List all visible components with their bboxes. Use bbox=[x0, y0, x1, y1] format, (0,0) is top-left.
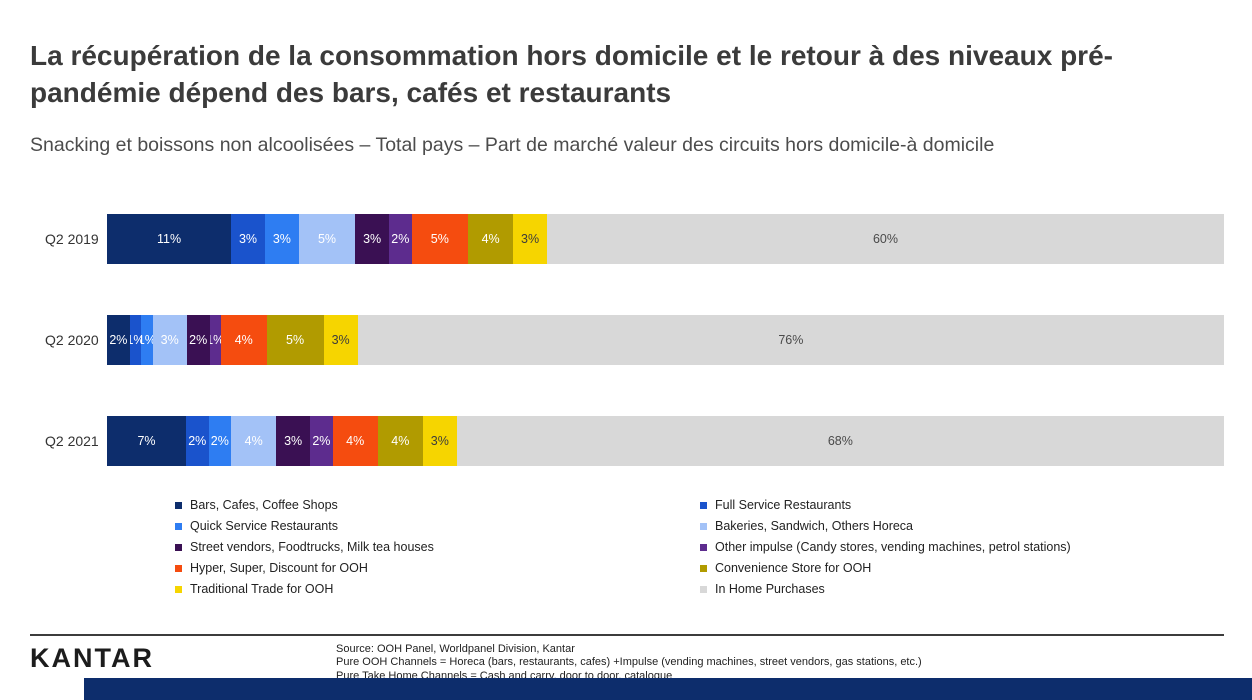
legend-label: Bakeries, Sandwich, Others Horeca bbox=[715, 519, 914, 534]
bar-segment: 3% bbox=[513, 213, 548, 264]
bar-segment: 5% bbox=[411, 213, 469, 264]
bar-segment: 68% bbox=[456, 415, 1224, 466]
bar-segment: 4% bbox=[377, 415, 423, 466]
source-line: Pure OOH Channels = Horeca (bars, restau… bbox=[336, 656, 922, 669]
legend-label: Traditional Trade for OOH bbox=[190, 582, 334, 597]
bar-segment: 60% bbox=[547, 213, 1224, 264]
bar-segment: 7% bbox=[107, 415, 186, 466]
legend-label: Street vendors, Foodtrucks, Milk tea hou… bbox=[190, 540, 434, 555]
legend-item: Street vendors, Foodtrucks, Milk tea hou… bbox=[175, 537, 700, 558]
bar-segment: 3% bbox=[355, 213, 390, 264]
legend-swatch bbox=[175, 501, 182, 509]
bar-segment: 3% bbox=[152, 314, 187, 365]
bar-segment: 76% bbox=[357, 314, 1224, 365]
source-notes: Source: OOH Panel, Worldpanel Division, … bbox=[336, 643, 922, 684]
stacked-bar: 7% 2% 2% 4% 3% 2% 4% 4% 3% 68% bbox=[107, 415, 1224, 466]
footer: KANTAR Source: OOH Panel, Worldpanel Div… bbox=[30, 643, 1224, 684]
legend-label: Other impulse (Candy stores, vending mac… bbox=[715, 540, 1071, 555]
legend-item: Other impulse (Candy stores, vending mac… bbox=[700, 537, 1224, 558]
legend-label: Quick Service Restaurants bbox=[190, 519, 338, 534]
legend-item: Bakeries, Sandwich, Others Horeca bbox=[700, 516, 1224, 537]
footer-divider bbox=[30, 633, 1224, 636]
page-subtitle: Snacking et boissons non alcoolisées – T… bbox=[30, 133, 995, 156]
bar-segment: 3% bbox=[276, 415, 311, 466]
legend-item: In Home Purchases bbox=[700, 579, 1224, 600]
legend-item: Bars, Cafes, Coffee Shops bbox=[175, 495, 700, 516]
legend-swatch bbox=[175, 543, 182, 551]
bar-segment: 2% bbox=[310, 415, 333, 466]
bar-segment: 2% bbox=[186, 314, 210, 365]
bar-segment: 1% bbox=[141, 314, 153, 365]
legend-label: Full Service Restaurants bbox=[715, 498, 852, 513]
legend-item: Convenience Store for OOH bbox=[700, 558, 1224, 579]
legend-swatch bbox=[175, 564, 182, 572]
legend-label: Convenience Store for OOH bbox=[715, 561, 872, 576]
bar-segment: 11% bbox=[107, 213, 232, 264]
brand-bottom-strip bbox=[84, 678, 1252, 700]
bar-segment: 1% bbox=[209, 314, 221, 365]
bar-segment: 1% bbox=[129, 314, 142, 365]
legend-item: Quick Service Restaurants bbox=[175, 516, 700, 537]
bar-segment: 4% bbox=[468, 213, 514, 264]
row-label: Q2 2019 bbox=[45, 230, 99, 247]
legend-swatch bbox=[700, 585, 707, 593]
bar-segment: 2% bbox=[107, 314, 130, 365]
row-label: Q2 2021 bbox=[45, 432, 99, 449]
bar-segment: 2% bbox=[208, 415, 232, 466]
legend-swatch bbox=[700, 522, 707, 530]
legend-column: Full Service Restaurants Bakeries, Sandwi… bbox=[700, 495, 1224, 600]
legend-item: Hyper, Super, Discount for OOH bbox=[175, 558, 700, 579]
legend-label: In Home Purchases bbox=[715, 582, 825, 597]
bar-segment: 5% bbox=[298, 213, 356, 264]
legend-item: Full Service Restaurants bbox=[700, 495, 1224, 516]
bar-segment: 3% bbox=[323, 314, 358, 365]
bar-segment: 3% bbox=[264, 213, 299, 264]
row-label: Q2 2020 bbox=[45, 331, 99, 348]
legend-swatch bbox=[700, 543, 707, 551]
stacked-bar: 11% 3% 3% 5% 3% 2% 5% 4% 3% 60% bbox=[107, 213, 1224, 264]
chart-row: Q2 2019 11% 3% 3% 5% 3% 2% 5% 4% 3% 60% bbox=[45, 213, 1224, 264]
legend-label: Bars, Cafes, Coffee Shops bbox=[190, 498, 338, 513]
stacked-bar: 2%1%1%3%2%1%4%5%3%76% bbox=[107, 314, 1224, 365]
kantar-logo: KANTAR bbox=[30, 642, 154, 673]
bar-segment: 5% bbox=[266, 314, 324, 365]
bar-segment: 4% bbox=[220, 314, 267, 365]
bar-segment: 4% bbox=[231, 415, 277, 466]
bar-segment: 2% bbox=[185, 415, 209, 466]
source-line: Source: OOH Panel, Worldpanel Division, … bbox=[336, 642, 575, 655]
legend-item: Traditional Trade for OOH bbox=[175, 579, 700, 600]
bar-segment: 4% bbox=[332, 415, 378, 466]
bar-segment: 3% bbox=[231, 213, 265, 264]
legend-swatch bbox=[700, 564, 707, 572]
legend-swatch bbox=[700, 501, 707, 509]
bar-segment: 3% bbox=[422, 415, 457, 466]
legend-label: Hyper, Super, Discount for OOH bbox=[190, 561, 368, 576]
chart-row: Q2 2021 7% 2% 2% 4% 3% 2% 4% 4% 3% 68% bbox=[45, 415, 1224, 466]
legend-swatch bbox=[175, 522, 182, 530]
page-title: La récupération de la consommation hors … bbox=[30, 40, 1113, 108]
bar-segment: 2% bbox=[389, 213, 412, 264]
legend-column: Bars, Cafes, Coffee Shops Quick Service R… bbox=[175, 495, 700, 600]
legend: Bars, Cafes, Coffee Shops Quick Service R… bbox=[175, 495, 1224, 600]
legend-swatch bbox=[175, 585, 182, 593]
